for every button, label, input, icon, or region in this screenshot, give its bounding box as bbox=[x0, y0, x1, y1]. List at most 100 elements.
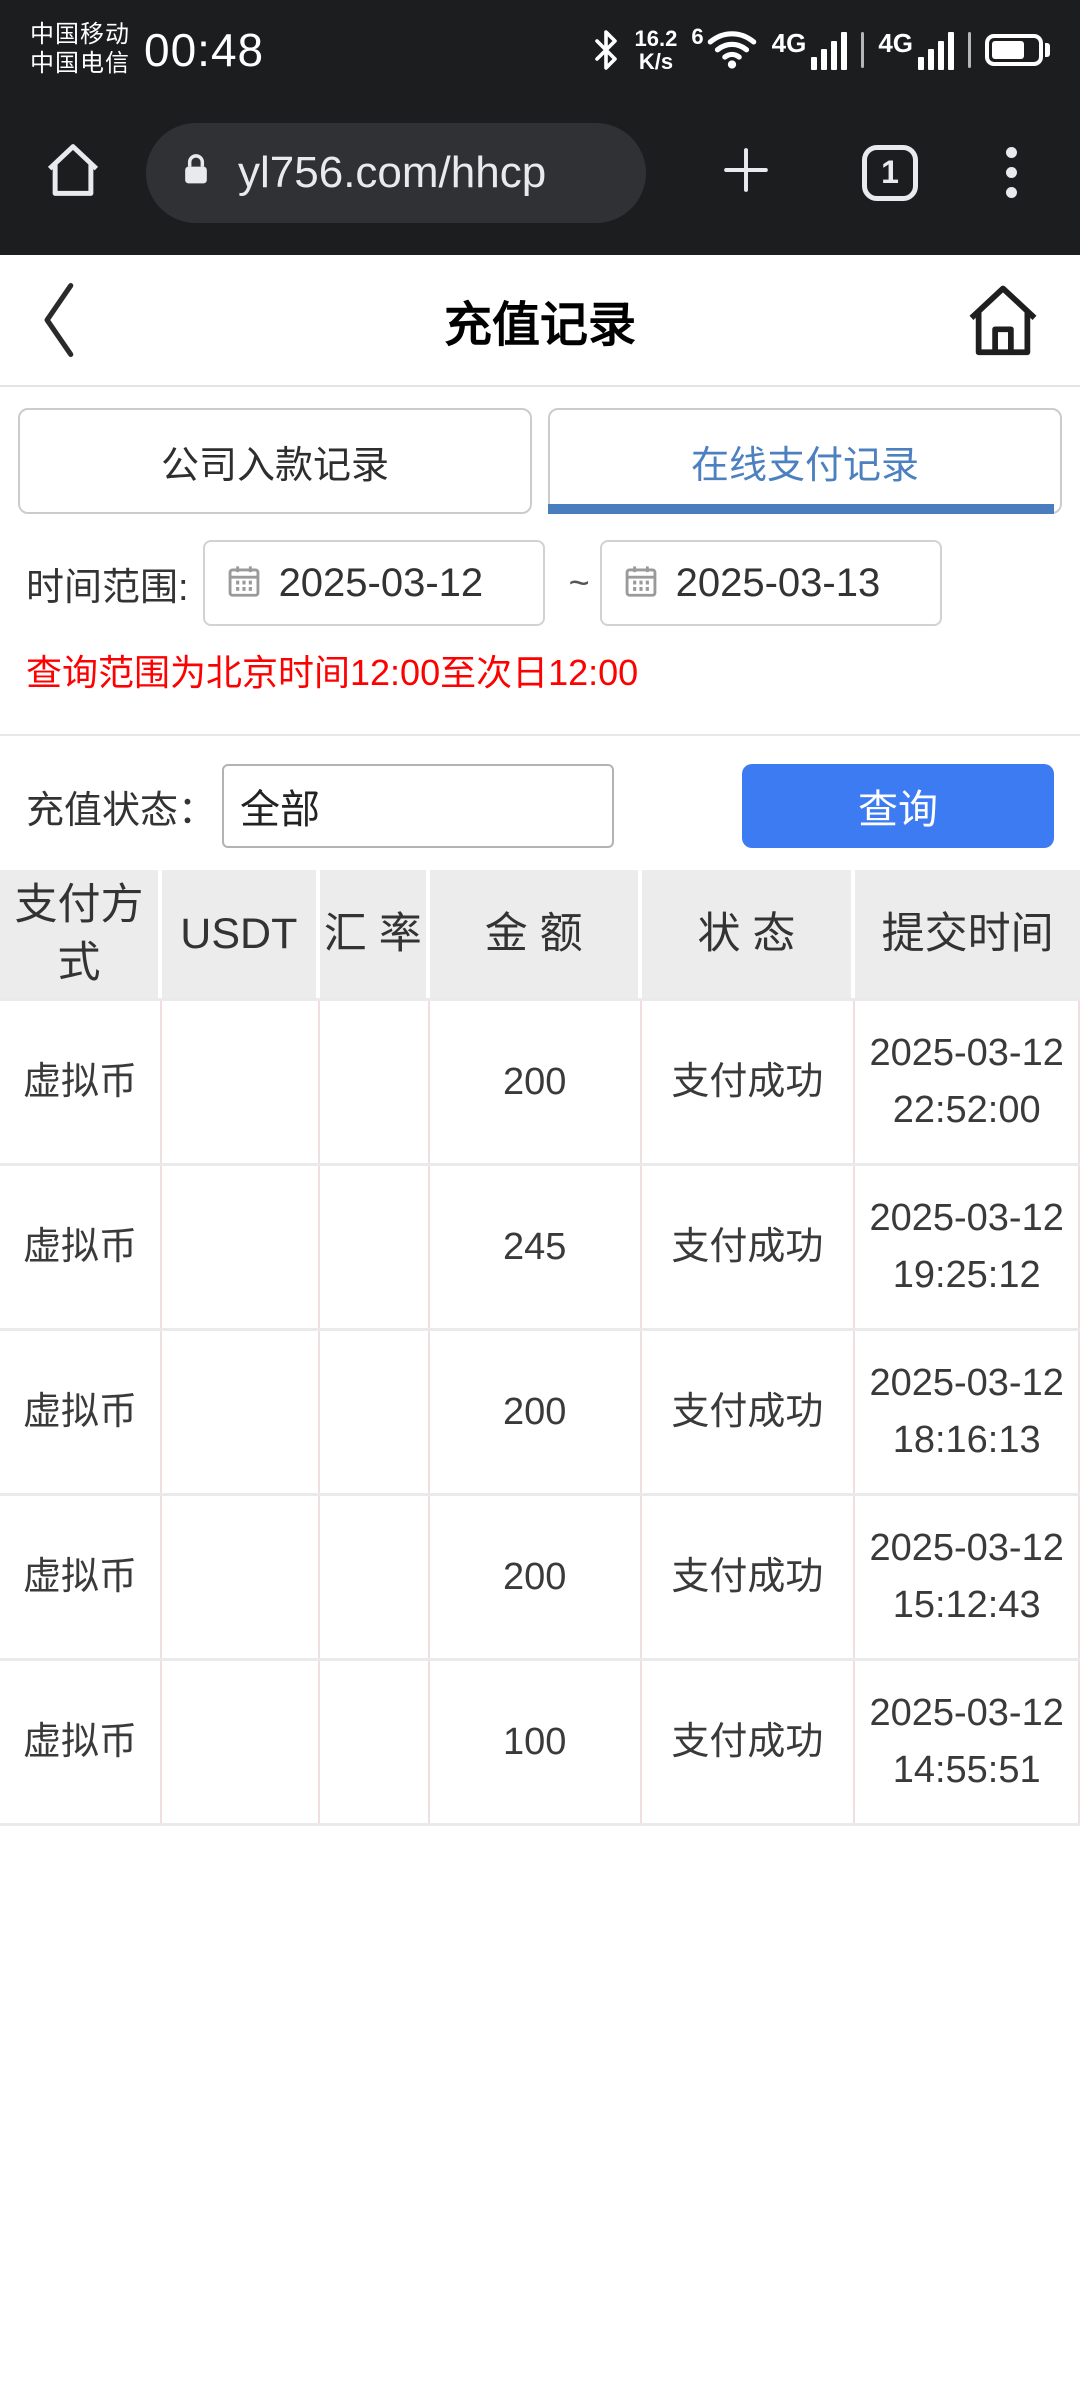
cell-usdt bbox=[162, 1496, 320, 1659]
status-separator-icon bbox=[968, 32, 971, 68]
lock-icon bbox=[176, 146, 216, 199]
cell-time-date: 2025-03-12 bbox=[869, 1692, 1064, 1735]
tab-count: 1 bbox=[881, 154, 899, 190]
network-speed-value: 16.2 bbox=[634, 25, 678, 51]
record-tabs: 公司入款记录 在线支付记录 bbox=[18, 408, 1062, 514]
cell-method: 虚拟币 bbox=[0, 1331, 162, 1494]
cell-time-date: 2025-03-12 bbox=[869, 1032, 1064, 1075]
network-speed-unit: K/s bbox=[638, 49, 674, 74]
calendar-icon bbox=[622, 561, 660, 606]
back-button[interactable] bbox=[34, 277, 86, 363]
sim2-network-label: 4G bbox=[878, 28, 913, 58]
table-row: 虚拟币 200 支付成功 2025-03-12 15:12:43 bbox=[0, 1493, 1080, 1659]
cell-status: 支付成功 bbox=[642, 1166, 856, 1329]
cell-rate bbox=[320, 1331, 430, 1494]
cell-time: 2025-03-12 19:25:12 bbox=[855, 1166, 1080, 1329]
table-row: 虚拟币 200 支付成功 2025-03-12 22:52:00 bbox=[0, 998, 1080, 1164]
query-range-notice: 查询范围为北京时间12:00至次日12:00 bbox=[26, 652, 639, 693]
cell-amount: 200 bbox=[430, 1331, 642, 1494]
recharge-status-row: 充值状态： 全部 查询 bbox=[26, 764, 1054, 848]
cell-time-date: 2025-03-12 bbox=[869, 1197, 1064, 1240]
address-bar[interactable]: yl756.com/hhcp bbox=[146, 122, 646, 223]
recharge-status-label: 充值状态： bbox=[26, 789, 217, 832]
carrier-line1: 中国移动 bbox=[30, 21, 130, 49]
date-to-input[interactable]: 2025-03-13 bbox=[599, 540, 942, 626]
cell-usdt bbox=[162, 1331, 320, 1494]
col-header-amount: 金 额 bbox=[429, 870, 642, 999]
date-from-input[interactable]: 2025-03-12 bbox=[202, 540, 545, 626]
cell-method: 虚拟币 bbox=[0, 1496, 162, 1659]
sim1-network-label: 4G bbox=[771, 28, 807, 58]
tab-company-deposit-records[interactable]: 公司入款记录 bbox=[18, 408, 532, 514]
cell-status: 支付成功 bbox=[642, 1661, 856, 1824]
cell-time-clock: 19:25:12 bbox=[892, 1254, 1041, 1297]
sim2-signal-bars-icon bbox=[918, 30, 954, 70]
cell-time: 2025-03-12 18:16:13 bbox=[855, 1331, 1080, 1494]
sim2-signal: 4G bbox=[878, 30, 954, 70]
tab-switcher-button[interactable]: 1 bbox=[862, 144, 918, 201]
status-separator-icon bbox=[861, 32, 865, 68]
col-header-method: 支付方式 bbox=[0, 870, 162, 999]
date-to-value: 2025-03-13 bbox=[675, 560, 881, 605]
page-home-button[interactable] bbox=[960, 277, 1046, 363]
recharge-records-table: 支付方式 USDT 汇 率 金 额 状 态 提交时间 虚拟币 200 支付成功 … bbox=[0, 870, 1080, 1827]
status-clock: 00:48 bbox=[144, 24, 265, 76]
network-speed: 16.2 K/s bbox=[635, 27, 678, 73]
query-button[interactable]: 查询 bbox=[742, 764, 1054, 848]
date-range-row: 时间范围: 2025-03-12 ~ 20 bbox=[26, 540, 1080, 626]
url-text: yl756.com/hhcp bbox=[238, 147, 547, 197]
cell-time-clock: 22:52:00 bbox=[892, 1089, 1041, 1132]
browser-menu-button[interactable] bbox=[1006, 147, 1017, 198]
cell-amount: 200 bbox=[430, 1001, 642, 1164]
cell-amount: 200 bbox=[430, 1496, 642, 1659]
cell-time: 2025-03-12 22:52:00 bbox=[855, 1001, 1080, 1164]
cell-usdt bbox=[162, 1661, 320, 1824]
cell-usdt bbox=[162, 1001, 320, 1164]
sim1-signal-bars-icon bbox=[811, 30, 848, 70]
section-divider bbox=[0, 734, 1080, 736]
col-header-rate: 汇 率 bbox=[319, 870, 430, 999]
wifi-generation-label: 6 bbox=[691, 23, 704, 49]
date-range-separator: ~ bbox=[568, 562, 590, 603]
cell-time-clock: 15:12:43 bbox=[892, 1584, 1041, 1627]
cell-time-date: 2025-03-12 bbox=[869, 1362, 1064, 1405]
cell-status: 支付成功 bbox=[642, 1496, 856, 1659]
battery-icon bbox=[985, 34, 1050, 66]
cell-rate bbox=[320, 1496, 430, 1659]
col-header-status: 状 态 bbox=[641, 870, 856, 999]
browser-home-button[interactable] bbox=[40, 137, 106, 208]
cell-time-date: 2025-03-12 bbox=[869, 1527, 1064, 1570]
cell-time: 2025-03-12 14:55:51 bbox=[855, 1661, 1080, 1824]
col-header-usdt: USDT bbox=[162, 870, 320, 999]
recharge-status-select[interactable]: 全部 bbox=[222, 764, 615, 848]
cell-method: 虚拟币 bbox=[0, 1661, 162, 1824]
table-body: 虚拟币 200 支付成功 2025-03-12 22:52:00 虚拟币 245… bbox=[0, 998, 1080, 1827]
cell-time-clock: 18:16:13 bbox=[892, 1419, 1041, 1462]
carrier-line2: 中国电信 bbox=[30, 50, 130, 77]
sim1-signal: 4G bbox=[772, 30, 848, 70]
cell-rate bbox=[320, 1166, 430, 1329]
new-tab-button[interactable] bbox=[718, 142, 774, 203]
table-row: 虚拟币 245 支付成功 2025-03-12 19:25:12 bbox=[0, 1163, 1080, 1329]
date-from-value: 2025-03-12 bbox=[278, 560, 484, 605]
status-icons: 16.2 K/s 6 4G 4G bbox=[591, 23, 1050, 75]
table-row: 虚拟币 100 支付成功 2025-03-12 14:55:51 bbox=[0, 1658, 1080, 1824]
page-title: 充值记录 bbox=[443, 299, 636, 352]
table-row: 虚拟币 200 支付成功 2025-03-12 18:16:13 bbox=[0, 1328, 1080, 1494]
calendar-icon bbox=[225, 561, 263, 606]
cell-rate bbox=[320, 1661, 430, 1824]
wifi-icon bbox=[706, 26, 758, 75]
col-header-time: 提交时间 bbox=[855, 870, 1080, 999]
cell-time: 2025-03-12 15:12:43 bbox=[855, 1496, 1080, 1659]
recharge-status-value: 全部 bbox=[240, 788, 321, 832]
cell-time-clock: 14:55:51 bbox=[892, 1749, 1041, 1792]
tab-online-payment-records[interactable]: 在线支付记录 bbox=[548, 408, 1062, 514]
bluetooth-icon bbox=[591, 28, 621, 72]
status-bar: 中国移动 中国电信 00:48 16.2 K/s 6 4G bbox=[0, 0, 1080, 100]
cell-status: 支付成功 bbox=[642, 1331, 856, 1494]
cell-method: 虚拟币 bbox=[0, 1001, 162, 1164]
table-header-row: 支付方式 USDT 汇 率 金 额 状 态 提交时间 bbox=[0, 870, 1080, 999]
cell-usdt bbox=[162, 1166, 320, 1329]
cell-status: 支付成功 bbox=[642, 1001, 856, 1164]
cell-rate bbox=[320, 1001, 430, 1164]
